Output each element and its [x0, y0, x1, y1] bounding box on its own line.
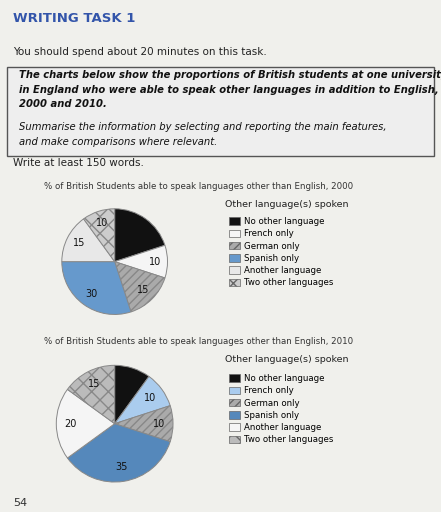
- Text: 20: 20: [64, 419, 76, 429]
- Text: 10: 10: [122, 376, 135, 387]
- Wedge shape: [67, 366, 115, 424]
- Text: 35: 35: [116, 462, 128, 473]
- Text: 15: 15: [73, 239, 85, 248]
- Text: % of British Students able to speak languages other than English, 2010: % of British Students able to speak lang…: [44, 337, 353, 346]
- Text: Summarise the information by selecting and reporting the main features,
and make: Summarise the information by selecting a…: [19, 122, 387, 146]
- FancyBboxPatch shape: [7, 67, 434, 156]
- Text: Other language(s) spoken: Other language(s) spoken: [225, 200, 348, 208]
- Text: You should spend about 20 minutes on this task.: You should spend about 20 minutes on thi…: [13, 48, 267, 57]
- Text: 10: 10: [153, 419, 165, 429]
- Text: 10: 10: [96, 219, 108, 228]
- Wedge shape: [62, 262, 131, 314]
- Wedge shape: [84, 209, 115, 262]
- Text: WRITING TASK 1: WRITING TASK 1: [13, 12, 135, 25]
- Legend: No other language, French only, German only, Spanish only, Another language, Two: No other language, French only, German o…: [229, 217, 333, 287]
- Wedge shape: [115, 245, 168, 278]
- Text: 20: 20: [132, 224, 145, 234]
- Text: 15: 15: [88, 379, 101, 389]
- Wedge shape: [115, 376, 170, 424]
- Text: 54: 54: [13, 498, 27, 508]
- Text: Other language(s) spoken: Other language(s) spoken: [225, 355, 348, 364]
- Text: 10: 10: [144, 393, 157, 402]
- Wedge shape: [115, 366, 149, 424]
- Legend: No other language, French only, German only, Spanish only, Another language, Two: No other language, French only, German o…: [229, 374, 333, 444]
- Wedge shape: [56, 389, 115, 458]
- Text: The charts below show the proportions of British students at one university
in E: The charts below show the proportions of…: [19, 70, 441, 109]
- Wedge shape: [67, 424, 170, 482]
- Text: 10: 10: [149, 257, 161, 267]
- Wedge shape: [115, 406, 173, 442]
- Wedge shape: [62, 219, 115, 262]
- Text: Write at least 150 words.: Write at least 150 words.: [13, 158, 144, 168]
- Text: 30: 30: [85, 289, 97, 299]
- Wedge shape: [115, 262, 165, 312]
- Text: % of British Students able to speak languages other than English, 2000: % of British Students able to speak lang…: [44, 182, 353, 190]
- Text: 15: 15: [137, 285, 149, 295]
- Wedge shape: [115, 209, 165, 262]
